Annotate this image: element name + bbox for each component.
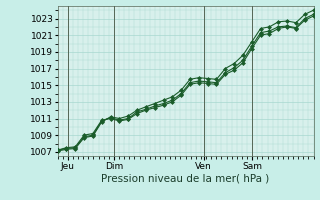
X-axis label: Pression niveau de la mer( hPa ): Pression niveau de la mer( hPa ) (101, 173, 270, 183)
